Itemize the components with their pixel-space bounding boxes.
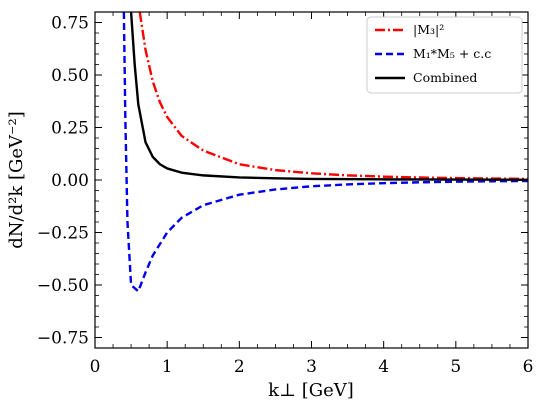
legend-label-m3: |M₃|²	[413, 22, 444, 37]
tick-labels: 0 1 2 3 4 5 6 −0.75 −0.50 −0.25 0.00 0.25 0.50 0.75	[37, 14, 534, 378]
legend-label-m1m5: M₁*M₅ + c.c	[413, 46, 491, 61]
y-axis-label: dN/d²k [GeV⁻²]	[6, 111, 27, 249]
series-line-0	[138, 12, 528, 181]
y-tick-label: 0.50	[51, 66, 89, 86]
legend: |M₃|² M₁*M₅ + c.c Combined	[366, 16, 523, 94]
series-layer	[122, 12, 528, 293]
x-tick-label: 2	[234, 357, 245, 377]
x-tick-label: 5	[450, 357, 461, 377]
x-tick-label: 6	[523, 357, 534, 377]
x-axis-label: k⊥ [GeV]	[268, 380, 354, 401]
y-tick-label: −0.25	[37, 224, 89, 244]
x-tick-label: 3	[306, 357, 317, 377]
y-tick-label: 0.75	[51, 14, 89, 34]
series-line-2	[129, 12, 528, 181]
y-tick-label: −0.75	[37, 329, 89, 349]
x-tick-label: 0	[90, 357, 101, 377]
y-tick-label: −0.50	[37, 276, 89, 296]
legend-box	[366, 16, 523, 94]
ticks-layer	[94, 11, 529, 349]
y-tick-label: 0.00	[51, 171, 89, 191]
x-tick-label: 4	[378, 357, 389, 377]
legend-label-combined: Combined	[413, 70, 477, 85]
y-tick-label: 0.25	[51, 119, 89, 139]
x-tick-label: 1	[162, 357, 173, 377]
